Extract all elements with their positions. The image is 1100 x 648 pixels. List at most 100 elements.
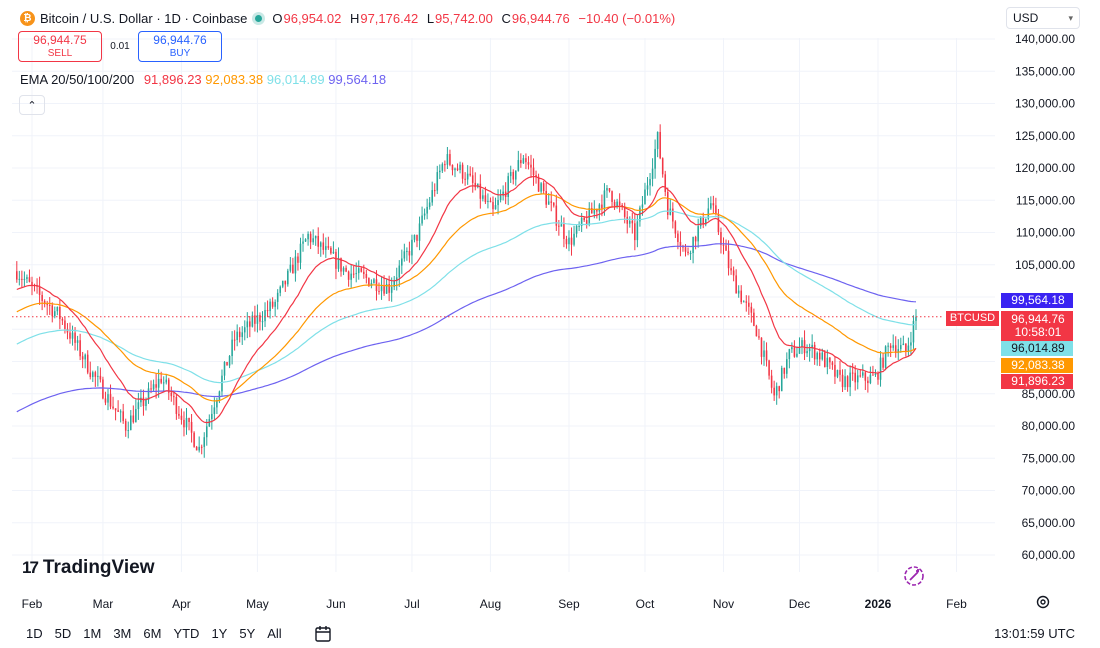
candle-body bbox=[319, 242, 322, 247]
candle-body bbox=[517, 160, 520, 171]
candle-body bbox=[841, 374, 844, 388]
candle-body bbox=[791, 347, 793, 350]
calendar-goto-date-icon[interactable] bbox=[313, 624, 333, 644]
candle-body bbox=[165, 379, 168, 383]
spread-value: 0.01 bbox=[110, 41, 130, 52]
tradingview-logo: 17 TradingView bbox=[22, 557, 155, 579]
candle-body bbox=[185, 417, 188, 428]
candle-body bbox=[603, 190, 606, 209]
candle-body bbox=[910, 342, 912, 346]
candle-body bbox=[26, 277, 28, 279]
symbol-title[interactable]: Bitcoin / U.S. Dollar · 1D · Coinbase bbox=[40, 10, 248, 26]
candle-body bbox=[137, 402, 140, 410]
candle-body bbox=[760, 337, 763, 357]
candle-body bbox=[702, 216, 705, 225]
candle-body bbox=[598, 204, 601, 212]
candle-body bbox=[365, 274, 368, 279]
timeframe-button-5y[interactable]: 5Y bbox=[239, 626, 256, 641]
candle-body bbox=[715, 205, 717, 214]
candle-body bbox=[23, 278, 26, 280]
candle-body bbox=[854, 372, 856, 383]
candle-body bbox=[61, 318, 64, 321]
candle-body bbox=[497, 200, 499, 206]
candle-body bbox=[418, 223, 421, 241]
candle-body bbox=[834, 364, 836, 377]
candle-body bbox=[778, 386, 781, 392]
timeframe-button-all[interactable]: All bbox=[267, 626, 282, 641]
candle-body bbox=[325, 246, 327, 250]
timeframe-button-ytd[interactable]: YTD bbox=[173, 626, 200, 641]
candle-body bbox=[124, 420, 127, 431]
y-tick-label: 130,000.00 bbox=[1015, 97, 1075, 111]
candle-body bbox=[167, 379, 170, 393]
sell-button[interactable]: 96,944.75 SELL bbox=[18, 31, 102, 62]
candle-body bbox=[390, 286, 393, 293]
candle-body bbox=[682, 246, 684, 248]
candle-body bbox=[114, 408, 117, 411]
candle-body bbox=[694, 236, 697, 242]
candle-body bbox=[142, 397, 145, 407]
candle-body bbox=[218, 391, 221, 401]
candle-body bbox=[826, 357, 829, 368]
candle-body bbox=[884, 346, 887, 368]
candle-body bbox=[897, 349, 900, 354]
collapse-legend-button[interactable]: ⌃ bbox=[19, 95, 45, 115]
candle-body bbox=[79, 340, 81, 357]
magic-wand-icon[interactable] bbox=[901, 563, 927, 589]
candle-body bbox=[81, 356, 84, 360]
candle-body bbox=[869, 374, 872, 384]
timeframe-button-1y[interactable]: 1Y bbox=[211, 626, 228, 641]
candle-body bbox=[824, 352, 826, 368]
candle-body bbox=[616, 201, 618, 206]
candle-body bbox=[69, 332, 71, 339]
candle-body bbox=[150, 388, 152, 390]
candle-body bbox=[51, 305, 54, 317]
timeframe-button-3m[interactable]: 3M bbox=[113, 626, 132, 641]
candle-body bbox=[423, 213, 426, 216]
candle-body bbox=[806, 351, 808, 354]
candle-body bbox=[856, 375, 859, 383]
candle-body bbox=[758, 336, 760, 338]
candle-body bbox=[178, 413, 180, 416]
y-tick-label: 120,000.00 bbox=[1015, 161, 1075, 175]
candle-body bbox=[542, 183, 545, 192]
candle-body bbox=[352, 273, 355, 275]
timeframe-button-1d[interactable]: 1D bbox=[26, 626, 43, 641]
x-tick-label: Jul bbox=[404, 597, 419, 611]
candle-body bbox=[618, 201, 621, 206]
ema-legend[interactable]: EMA 20/50/100/200 91,896.23 92,083.38 96… bbox=[20, 72, 386, 87]
candle-body bbox=[421, 215, 423, 224]
utc-clock[interactable]: 13:01:59 UTC bbox=[994, 626, 1075, 641]
x-tick-label: Mar bbox=[93, 597, 114, 611]
candle-body bbox=[664, 174, 667, 192]
timeframe-button-1m[interactable]: 1M bbox=[83, 626, 102, 641]
candle-body bbox=[735, 275, 737, 294]
candle-body bbox=[461, 164, 464, 179]
timeframe-button-5d[interactable]: 5D bbox=[54, 626, 72, 641]
candle-body bbox=[446, 154, 449, 165]
ema100-value: 96,014.89 bbox=[266, 72, 325, 87]
currency-select[interactable]: USD ▾ bbox=[1006, 7, 1080, 29]
candle-body bbox=[768, 360, 770, 376]
candle-body bbox=[674, 221, 677, 234]
candle-body bbox=[821, 352, 824, 360]
candle-body bbox=[704, 218, 707, 225]
candle-body bbox=[750, 306, 753, 313]
high-label: H bbox=[349, 10, 360, 26]
candle-body bbox=[41, 294, 43, 301]
candle-body bbox=[155, 384, 157, 388]
candle-body bbox=[380, 286, 383, 292]
candle-body bbox=[783, 367, 786, 374]
candle-body bbox=[59, 306, 61, 319]
candle-body bbox=[279, 286, 282, 293]
settings-gear-icon[interactable] bbox=[1035, 594, 1051, 610]
candle-body bbox=[322, 242, 325, 250]
buy-button[interactable]: 96,944.76 BUY bbox=[138, 31, 222, 62]
ema50-line bbox=[16, 193, 917, 402]
candle-body bbox=[160, 378, 162, 383]
candle-body bbox=[152, 384, 155, 390]
timeframe-button-6m[interactable]: 6M bbox=[143, 626, 162, 641]
candle-body bbox=[456, 168, 459, 171]
candle-body bbox=[439, 170, 441, 173]
